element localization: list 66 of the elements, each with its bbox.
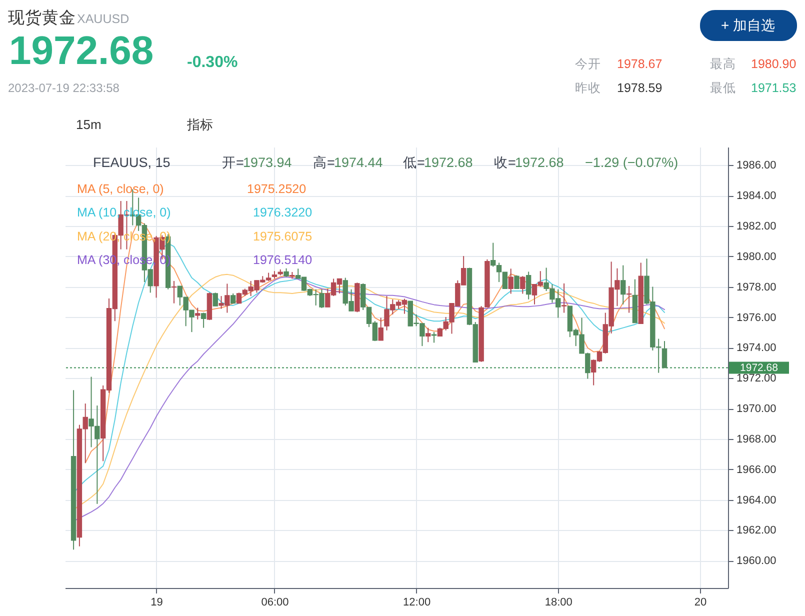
candlestick — [508, 268, 514, 294]
annotation: 1975.6075 — [253, 229, 312, 244]
y-tick-label: 1974.00 — [736, 342, 776, 354]
y-tick-label: 1962.00 — [736, 524, 776, 537]
text: 2023-07-19 22:33:58 — [8, 81, 120, 95]
x-tick-label: 18:00 — [544, 596, 572, 608]
annotation: 收= — [494, 155, 516, 170]
annotation: 1972.68 — [515, 155, 564, 170]
annotation: 1972.68 — [424, 155, 473, 170]
candlestick — [561, 282, 567, 314]
candlestick — [620, 264, 626, 305]
annotation: 低= — [403, 155, 425, 170]
y-tick-label: 1960.00 — [736, 555, 776, 568]
text: 1971.53 — [751, 81, 796, 95]
annotation: 1976.5140 — [253, 253, 312, 268]
chart-subtitle: XAUUSD — [77, 12, 130, 26]
annotation: 1976.3220 — [253, 206, 312, 220]
y-tick-label: 1972.00 — [736, 372, 776, 385]
chart-title: 现货黄金 — [8, 9, 76, 27]
text: 1972.68 — [9, 29, 154, 73]
annotation: −1.29 (−0.07%) — [585, 155, 678, 170]
candlestick — [200, 312, 206, 328]
y-tick-label: 1978.00 — [736, 281, 776, 294]
candlestick — [212, 292, 218, 307]
y-tick-label: 1984.00 — [736, 190, 776, 202]
candlestick — [662, 340, 668, 368]
candlestick — [195, 307, 200, 320]
y-tick-label: 1966.00 — [736, 464, 776, 476]
candlestick — [378, 317, 384, 341]
y-tick-label: 1968.00 — [736, 433, 776, 446]
text: 最高 — [710, 56, 736, 71]
text: 1980.90 — [751, 57, 796, 71]
annotation: 高= — [313, 155, 335, 170]
text: 1978.59 — [617, 81, 662, 95]
candlestick — [514, 274, 520, 290]
text: 15m — [76, 117, 102, 132]
text: 最低 — [710, 81, 736, 95]
text: 1972.68 — [740, 362, 778, 374]
candlestick — [230, 292, 236, 304]
annotation: 开= — [222, 155, 244, 170]
candlestick — [431, 332, 437, 344]
y-tick-label: 1982.00 — [736, 220, 776, 233]
y-tick-label: 1964.00 — [736, 494, 776, 506]
x-tick-label: 19 — [150, 596, 163, 608]
annotation: FEAUUS, 15 — [93, 155, 170, 170]
y-tick-label: 1976.00 — [736, 312, 776, 324]
y-tick-label: 1980.00 — [736, 250, 776, 263]
text: 1978.67 — [617, 57, 662, 71]
annotation: 1973.94 — [243, 155, 292, 170]
text: 指标 — [186, 117, 213, 132]
candlestick — [171, 280, 177, 304]
x-tick-label: 06:00 — [261, 596, 289, 608]
candlestick — [426, 327, 431, 343]
text: -0.30% — [187, 54, 238, 71]
annotation: 1975.2520 — [247, 182, 306, 196]
annotation: 1974.44 — [334, 155, 384, 170]
x-tick-label: 12:00 — [403, 596, 431, 608]
text: MA (5, close, 0) — [77, 182, 164, 196]
candlestick — [520, 276, 526, 294]
text: + 加自选 — [720, 17, 776, 33]
x-tick-label: 20 — [694, 596, 707, 608]
y-tick-label: 1970.00 — [736, 403, 776, 416]
text: 昨收 — [575, 81, 601, 95]
text: 今开 — [575, 57, 601, 71]
candlestick — [526, 271, 532, 300]
y-tick-label: 1986.00 — [736, 160, 776, 172]
